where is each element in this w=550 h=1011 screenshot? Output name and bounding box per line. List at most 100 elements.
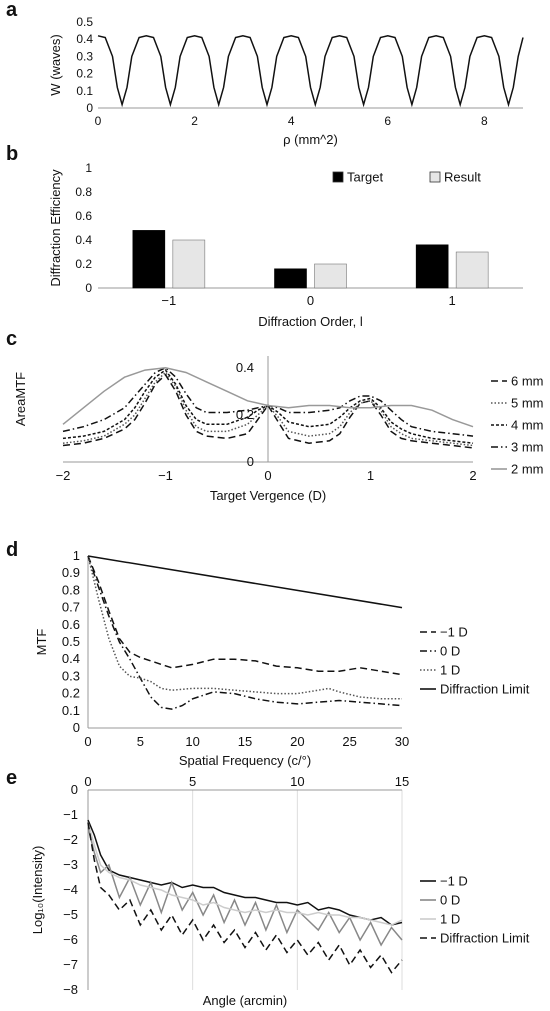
panel-a: a 0 0.1 0.2 0.3 0.4 0.5 0 2 4 6 8 ρ (mm^2) W (waves) xyxy=(6,0,524,147)
y-axis-title: Log₁₀(Intensity) xyxy=(30,846,45,935)
series-line-0 xyxy=(87,819,403,926)
y-tick-label: 0.8 xyxy=(75,185,92,199)
x-tick-label: 0 xyxy=(95,114,102,128)
y-tick-label: 0.8 xyxy=(62,582,80,597)
x-tick-label: 8 xyxy=(481,114,488,128)
legend-label-3: 3 mm xyxy=(511,440,544,455)
series-line-2 xyxy=(87,555,402,700)
legend-label-1: Result xyxy=(444,170,481,185)
y-tick-label: 0.6 xyxy=(62,617,80,632)
x-tick-label: 4 xyxy=(288,114,295,128)
panel-letter: b xyxy=(6,143,18,165)
y-axis-title: AreaMTF xyxy=(13,372,28,426)
bar-result-0 xyxy=(172,239,206,289)
y-tick-label: 0 xyxy=(73,720,80,735)
y-tick-label: 0.4 xyxy=(76,32,93,46)
x-axis-title: Diffraction Order, l xyxy=(258,314,363,329)
x-tick-label: 30 xyxy=(395,734,409,749)
series-line-4 xyxy=(62,367,474,428)
legend-swatch-1 xyxy=(429,171,441,183)
y-tick-label: 0.3 xyxy=(62,668,80,683)
y-tick-label: 0.1 xyxy=(62,703,80,718)
y-tick-label: 1 xyxy=(85,161,92,175)
series-line-0 xyxy=(62,373,474,449)
y-tick-label: 0.3 xyxy=(76,49,93,63)
series-line-0 xyxy=(87,555,403,676)
panel-d: d00.10.20.30.40.50.60.70.80.910 5 10 15 20 25… xyxy=(6,539,530,768)
y-tick-label: 0 xyxy=(71,782,78,797)
y-axis-title: Diffraction Efficiency xyxy=(48,169,63,287)
x-tick-label: 5 xyxy=(137,734,144,749)
panel-letter: c xyxy=(6,328,17,350)
legend-label-3: Diffraction Limit xyxy=(440,682,530,697)
y-tick-label: 1 xyxy=(73,548,80,563)
y-axis-title: MTF xyxy=(34,629,49,656)
y-tick-label: −1 xyxy=(63,807,78,822)
panel-letter: a xyxy=(6,0,18,21)
y-tick-label: 0.2 xyxy=(62,686,80,701)
x-tick-label: 2 xyxy=(191,114,198,128)
x-tick-label: 5 xyxy=(189,774,196,789)
legend-swatch-0 xyxy=(332,171,344,183)
y-tick-label: −4 xyxy=(63,882,78,897)
x-tick-label: 20 xyxy=(290,734,304,749)
x-axis-title: Spatial Frequency (c/°) xyxy=(179,753,311,768)
series-line-1 xyxy=(87,827,403,947)
series-line-1 xyxy=(87,555,403,710)
legend-label-3: Diffraction Limit xyxy=(440,931,530,946)
legend-label-0: Target xyxy=(347,170,384,185)
bar-target-0 xyxy=(132,230,166,289)
y-tick-label: 0.4 xyxy=(75,233,92,247)
legend-label-0: −1 D xyxy=(440,874,468,889)
series-line-3 xyxy=(87,822,403,974)
y-tick-label: −5 xyxy=(63,907,78,922)
bar-target-1 xyxy=(274,268,307,289)
x-axis-title: Target Vergence (D) xyxy=(210,488,326,503)
x-tick-label: 0 xyxy=(264,468,271,483)
y-tick-label: 0.2 xyxy=(75,257,92,271)
legend-label-1: 0 D xyxy=(440,644,460,659)
y-tick-label: −3 xyxy=(63,857,78,872)
legend-label-2: 4 mm xyxy=(511,418,544,433)
y-tick-label: 0.9 xyxy=(62,565,80,580)
y-axis-title: W (waves) xyxy=(48,34,63,95)
y-tick-label: 0.5 xyxy=(76,15,93,29)
bar-result-2 xyxy=(455,251,489,289)
y-tick-label: 0 xyxy=(86,101,93,115)
y-tick-label: −8 xyxy=(63,982,78,997)
x-tick-label: 1 xyxy=(367,468,374,483)
y-tick-label: 0.5 xyxy=(62,634,80,649)
x-tick-label: 0 xyxy=(84,774,91,789)
x-tick-label: 0 xyxy=(84,734,91,749)
legend-label-2: 1 D xyxy=(440,912,460,927)
legend-label-0: −1 D xyxy=(440,625,468,640)
x-tick-label: 2 xyxy=(469,468,476,483)
panel-e: e 0 −1 −2 −3 −4 −5 −6 −7 −8 0 5 10 15 Angle (arcmin) Lo… xyxy=(6,767,530,1008)
x-tick-label: 0 xyxy=(307,293,314,308)
y-tick-label: 0.4 xyxy=(62,651,80,666)
y-tick-label: −6 xyxy=(63,932,78,947)
y-tick-label: 0 xyxy=(85,281,92,295)
legend-label-0: 6 mm xyxy=(511,374,544,389)
panel-letter: e xyxy=(6,767,17,789)
y-tick-label: 0.4 xyxy=(236,360,254,375)
y-tick-label: 0.1 xyxy=(76,84,93,98)
panel-b: b 0 0.2 0.4 0.6 0.8 1 −1 0 1 Diffraction Order, l D… xyxy=(6,143,523,329)
legend-label-2: 1 D xyxy=(440,663,460,678)
x-tick-label: −1 xyxy=(158,468,173,483)
x-tick-label: 6 xyxy=(384,114,391,128)
y-tick-label: −7 xyxy=(63,957,78,972)
x-tick-label: 15 xyxy=(395,774,409,789)
y-tick-label: −2 xyxy=(63,832,78,847)
y-tick-label: 0.6 xyxy=(75,209,92,223)
x-tick-label: −2 xyxy=(56,468,71,483)
x-tick-label: 1 xyxy=(449,293,456,308)
bar-result-1 xyxy=(314,263,347,289)
y-tick-label: 0 xyxy=(247,454,254,469)
x-axis-title: Angle (arcmin) xyxy=(203,993,288,1008)
x-tick-label: 10 xyxy=(185,734,199,749)
x-tick-label: 10 xyxy=(290,774,304,789)
series-line-0 xyxy=(97,35,524,108)
